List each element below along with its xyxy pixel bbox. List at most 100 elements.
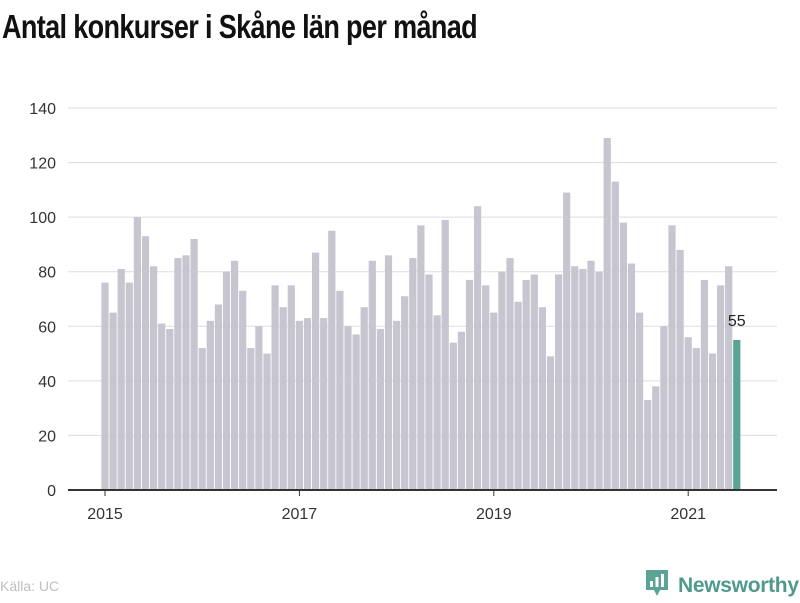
bar xyxy=(401,296,409,490)
y-tick-label: 60 xyxy=(38,319,56,336)
bar xyxy=(352,334,360,490)
bar xyxy=(239,290,247,490)
bar xyxy=(125,282,133,490)
bar xyxy=(700,279,708,490)
bar xyxy=(676,249,684,490)
bar xyxy=(263,353,271,490)
bar xyxy=(247,348,255,490)
bar xyxy=(279,307,287,490)
bar xyxy=(684,337,692,490)
bar xyxy=(660,326,668,490)
y-tick-label: 100 xyxy=(29,210,56,227)
bar xyxy=(166,329,174,490)
bar xyxy=(717,285,725,490)
y-axis-ticks: 0 20 40 60 80 100 120 140 xyxy=(29,101,56,500)
bar xyxy=(109,312,117,490)
last-value-label: 55 xyxy=(728,313,746,330)
bar xyxy=(571,266,579,490)
bar xyxy=(271,285,279,490)
bar xyxy=(546,356,555,490)
bar xyxy=(692,348,700,490)
bar xyxy=(312,252,320,490)
bar xyxy=(320,318,328,490)
y-tick-label: 120 xyxy=(29,156,56,173)
bar xyxy=(449,342,457,490)
bar xyxy=(619,222,627,490)
bar xyxy=(644,399,652,490)
bar xyxy=(344,326,352,490)
bar xyxy=(368,260,376,490)
chart-title: Antal konkurser i Skåne län per månad xyxy=(2,8,478,45)
bar xyxy=(457,331,465,490)
y-tick-label: 0 xyxy=(47,483,56,500)
bar xyxy=(498,271,506,490)
bar xyxy=(336,290,344,490)
x-tick-label: 2019 xyxy=(476,506,512,523)
bar xyxy=(636,312,644,490)
bar xyxy=(376,329,384,490)
bar xyxy=(514,301,522,490)
bar xyxy=(409,258,417,490)
bar xyxy=(133,217,141,490)
bar xyxy=(303,318,312,490)
bar xyxy=(708,353,717,490)
bar xyxy=(287,285,295,490)
bar xyxy=(425,274,433,490)
bar-chart: 0 20 40 60 80 100 120 140 2015 2017 2019 2021 55 xyxy=(29,101,777,523)
bar xyxy=(538,307,546,490)
x-tick-label: 2017 xyxy=(282,506,318,523)
bar xyxy=(255,326,263,490)
bar xyxy=(206,320,214,490)
bar-latest xyxy=(733,339,741,490)
bar xyxy=(360,307,368,490)
bar xyxy=(231,260,239,490)
bar xyxy=(384,255,393,490)
x-tick-label: 2015 xyxy=(87,506,123,523)
bar xyxy=(490,312,498,490)
bar xyxy=(190,238,198,490)
bar xyxy=(417,225,425,491)
bar xyxy=(522,279,530,490)
bar xyxy=(587,260,595,490)
bar xyxy=(603,138,611,490)
source-note: Källa: UC xyxy=(0,578,60,594)
bar xyxy=(611,181,619,490)
bar xyxy=(393,320,401,490)
bar xyxy=(198,348,206,490)
bar xyxy=(579,268,587,490)
brand-name: Newsworthy xyxy=(678,573,799,597)
bar xyxy=(530,274,538,490)
newsworthy-logo-icon xyxy=(644,568,670,603)
bar xyxy=(555,274,563,490)
bar xyxy=(474,206,482,490)
bar xyxy=(627,263,636,490)
bar xyxy=(101,282,109,490)
y-tick-label: 40 xyxy=(38,374,56,391)
bar xyxy=(150,266,158,490)
bar xyxy=(295,320,303,490)
bar xyxy=(725,266,733,490)
data-labels: 55 xyxy=(728,313,746,330)
bar xyxy=(652,386,660,490)
bar xyxy=(482,285,490,490)
bar xyxy=(433,315,441,490)
bar xyxy=(214,304,222,490)
y-tick-label: 20 xyxy=(38,428,56,445)
bar xyxy=(141,236,150,490)
bar xyxy=(174,258,182,490)
bar xyxy=(182,255,190,490)
bar xyxy=(117,268,125,490)
bar xyxy=(506,258,514,490)
bar xyxy=(222,271,231,490)
bar xyxy=(441,219,449,490)
bar xyxy=(465,279,474,490)
bar xyxy=(595,271,603,490)
y-tick-label: 140 xyxy=(29,101,56,118)
x-tick-label: 2021 xyxy=(670,506,706,523)
bar xyxy=(158,323,166,490)
brand-logo: Newsworthy xyxy=(644,568,799,603)
bar xyxy=(563,192,571,491)
y-tick-label: 80 xyxy=(38,265,56,282)
bar xyxy=(668,225,676,491)
bar xyxy=(328,230,336,491)
